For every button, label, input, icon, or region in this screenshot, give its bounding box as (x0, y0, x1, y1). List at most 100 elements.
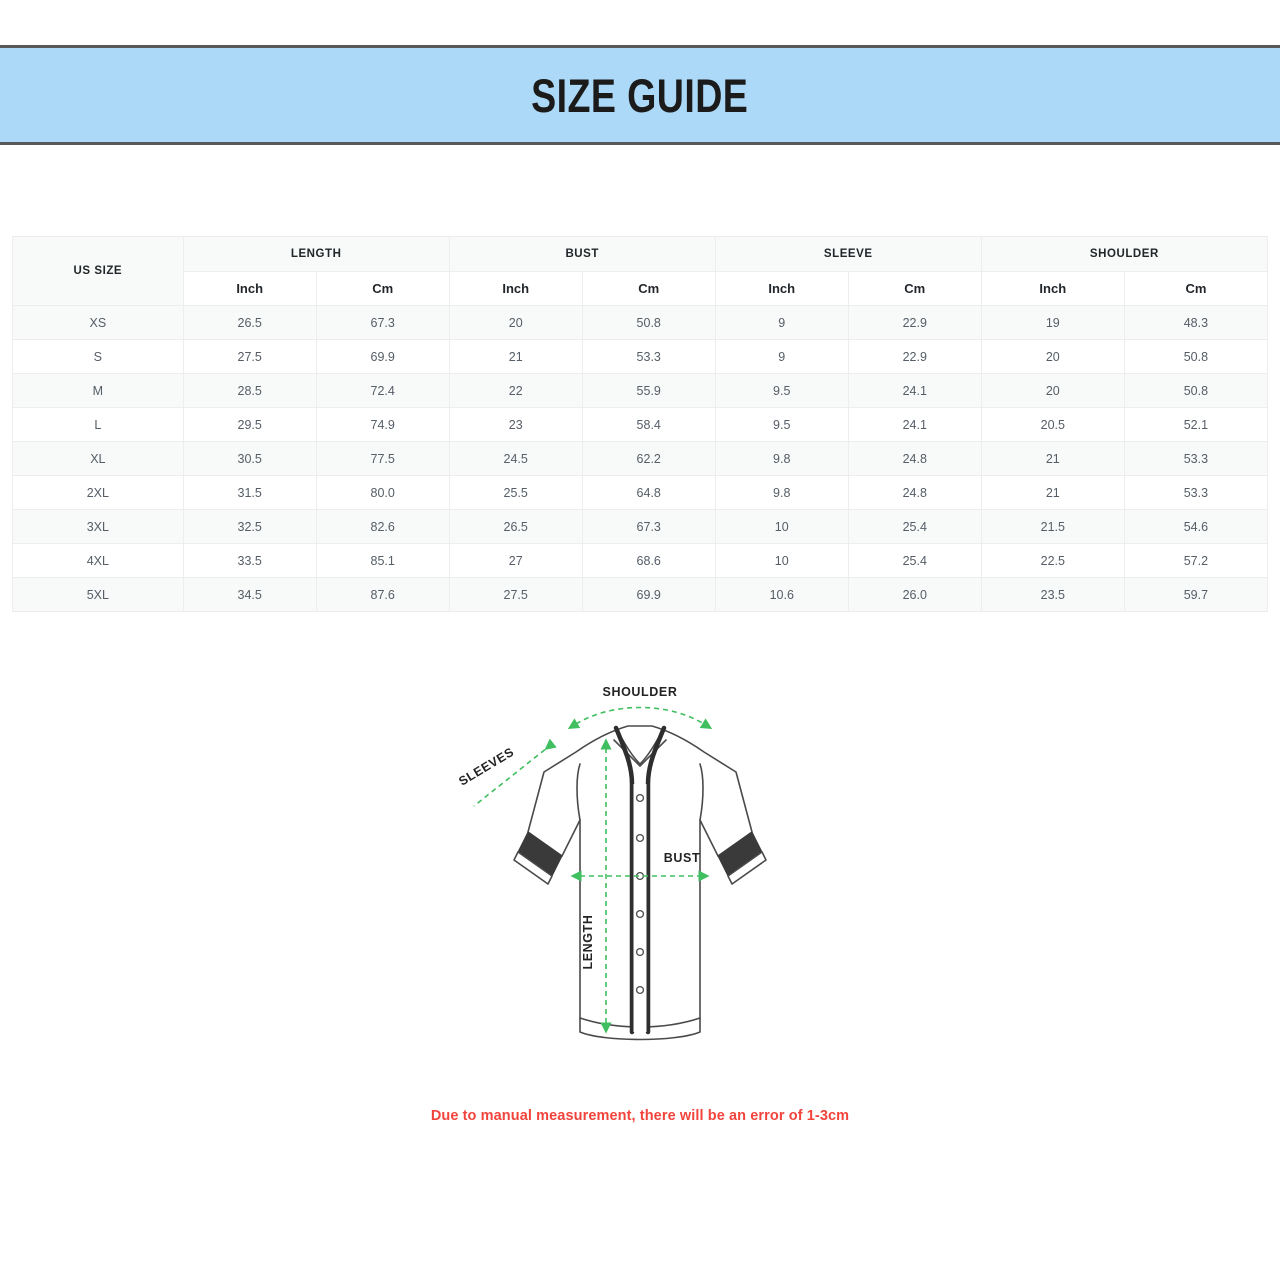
cell-length-in: 27.5 (182, 339, 317, 374)
cell-bust-cm: 55.9 (581, 373, 716, 408)
cell-shoulder-cm: 57.2 (1123, 543, 1269, 578)
cell-sleeve-cm: 22.9 (847, 305, 982, 340)
cell-length-cm: 87.6 (315, 577, 450, 612)
unit-header-length-inch: Inch (182, 271, 317, 306)
cell-sleeve-cm: 24.1 (847, 407, 982, 442)
cell-shoulder-in: 20 (980, 373, 1125, 408)
cell-length-in: 29.5 (182, 407, 317, 442)
cell-shoulder-in: 20 (980, 339, 1125, 374)
cell-shoulder-in: 21 (980, 441, 1125, 476)
size-table: US SIZE LENGTH BUST SLEEVE SHOULDER Inch… (12, 236, 1269, 612)
cell-shoulder-in: 20.5 (980, 407, 1125, 442)
cell-shoulder-cm: 53.3 (1123, 475, 1269, 510)
cell-length-cm: 69.9 (315, 339, 450, 374)
cell-shoulder-cm: 54.6 (1123, 509, 1269, 544)
cell-bust-cm: 69.9 (581, 577, 716, 612)
shoulder-label: SHOULDER (603, 685, 678, 699)
table-row: L 29.5 74.9 23 58.4 9.5 24.1 20.5 52.1 (12, 407, 1269, 442)
cell-bust-cm: 58.4 (581, 407, 716, 442)
cell-length-cm: 82.6 (315, 509, 450, 544)
cell-sleeve-cm: 26.0 (847, 577, 982, 612)
cell-length-cm: 80.0 (315, 475, 450, 510)
cell-length-in: 31.5 (182, 475, 317, 510)
cell-size: XS (12, 305, 184, 340)
cell-sleeve-in: 10 (714, 543, 849, 578)
cell-size: L (12, 407, 184, 442)
table-row: S 27.5 69.9 21 53.3 9 22.9 20 50.8 (12, 339, 1269, 374)
cell-size: M (12, 373, 184, 408)
cell-sleeve-in: 9.5 (714, 373, 849, 408)
unit-header-sleeve-cm: Cm (847, 271, 982, 306)
table-row: XS 26.5 67.3 20 50.8 9 22.9 19 48.3 (12, 305, 1269, 340)
sleeves-label: SLEEVES (456, 745, 516, 789)
cell-bust-in: 22 (448, 373, 583, 408)
cell-size: S (12, 339, 184, 374)
unit-header-bust-inch: Inch (448, 271, 583, 306)
column-header-us-size: US SIZE (12, 236, 184, 306)
cell-shoulder-cm: 50.8 (1123, 339, 1269, 374)
cell-shoulder-in: 21 (980, 475, 1125, 510)
column-header-sleeve: SLEEVE (714, 236, 982, 272)
table-row: XL 30.5 77.5 24.5 62.2 9.8 24.8 21 53.3 (12, 441, 1269, 476)
cell-bust-cm: 53.3 (581, 339, 716, 374)
cell-length-in: 34.5 (182, 577, 317, 612)
table-row: 2XL 31.5 80.0 25.5 64.8 9.8 24.8 21 53.3 (12, 475, 1269, 510)
cell-size: XL (12, 441, 184, 476)
cell-sleeve-cm: 25.4 (847, 543, 982, 578)
column-header-length: LENGTH (182, 236, 450, 272)
cell-bust-in: 24.5 (448, 441, 583, 476)
cell-sleeve-in: 9.5 (714, 407, 849, 442)
cell-length-cm: 67.3 (315, 305, 450, 340)
cell-sleeve-in: 9.8 (714, 475, 849, 510)
cell-sleeve-in: 9 (714, 305, 849, 340)
cell-sleeve-cm: 24.1 (847, 373, 982, 408)
cell-shoulder-cm: 53.3 (1123, 441, 1269, 476)
length-label: LENGTH (581, 915, 595, 970)
cell-bust-cm: 64.8 (581, 475, 716, 510)
garment-measurement-diagram: SHOULDER SLEEVES BUST LENGTH (400, 680, 880, 1080)
cell-shoulder-cm: 52.1 (1123, 407, 1269, 442)
unit-header-shoulder-cm: Cm (1123, 271, 1269, 306)
cell-size: 3XL (12, 509, 184, 544)
cell-bust-in: 26.5 (448, 509, 583, 544)
cell-shoulder-in: 22.5 (980, 543, 1125, 578)
cell-length-cm: 72.4 (315, 373, 450, 408)
table-unit-header-row: Inch Cm Inch Cm Inch Cm Inch Cm (13, 271, 1269, 306)
cell-sleeve-cm: 24.8 (847, 441, 982, 476)
cell-sleeve-cm: 24.8 (847, 475, 982, 510)
bust-label: BUST (664, 851, 700, 865)
page-title: SIZE GUIDE (531, 68, 749, 122)
cell-sleeve-in: 10 (714, 509, 849, 544)
cell-sleeve-in: 9 (714, 339, 849, 374)
cell-bust-in: 23 (448, 407, 583, 442)
cell-sleeve-cm: 25.4 (847, 509, 982, 544)
shoulder-measure-guide (567, 706, 713, 730)
cell-shoulder-in: 21.5 (980, 509, 1125, 544)
table-row: 4XL 33.5 85.1 27 68.6 10 25.4 22.5 57.2 (12, 543, 1269, 578)
cell-size: 4XL (12, 543, 184, 578)
cell-bust-cm: 50.8 (581, 305, 716, 340)
cell-shoulder-cm: 48.3 (1123, 305, 1269, 340)
cell-length-in: 26.5 (182, 305, 317, 340)
cell-bust-in: 20 (448, 305, 583, 340)
jersey-outline-icon (513, 725, 767, 1041)
table-group-header-row: US SIZE LENGTH BUST SLEEVE SHOULDER (12, 236, 1269, 306)
unit-header-length-cm: Cm (315, 271, 450, 306)
cell-length-cm: 77.5 (315, 441, 450, 476)
column-header-shoulder: SHOULDER (980, 236, 1269, 272)
cell-sleeve-in: 9.8 (714, 441, 849, 476)
cell-shoulder-cm: 59.7 (1123, 577, 1269, 612)
cell-sleeve-in: 10.6 (714, 577, 849, 612)
cell-length-in: 28.5 (182, 373, 317, 408)
cell-length-in: 32.5 (182, 509, 317, 544)
size-table-body: XS 26.5 67.3 20 50.8 9 22.9 19 48.3 S 27.5 69.9 21 53… (12, 305, 1269, 612)
cell-sleeve-cm: 22.9 (847, 339, 982, 374)
sleeves-measure-guide (473, 738, 557, 807)
table-row: 3XL 32.5 82.6 26.5 67.3 10 25.4 21.5 54.6 (12, 509, 1269, 544)
cell-bust-in: 27 (448, 543, 583, 578)
column-header-bust: BUST (448, 236, 716, 272)
cell-size: 5XL (12, 577, 184, 612)
cell-shoulder-in: 19 (980, 305, 1125, 340)
cell-shoulder-in: 23.5 (980, 577, 1125, 612)
